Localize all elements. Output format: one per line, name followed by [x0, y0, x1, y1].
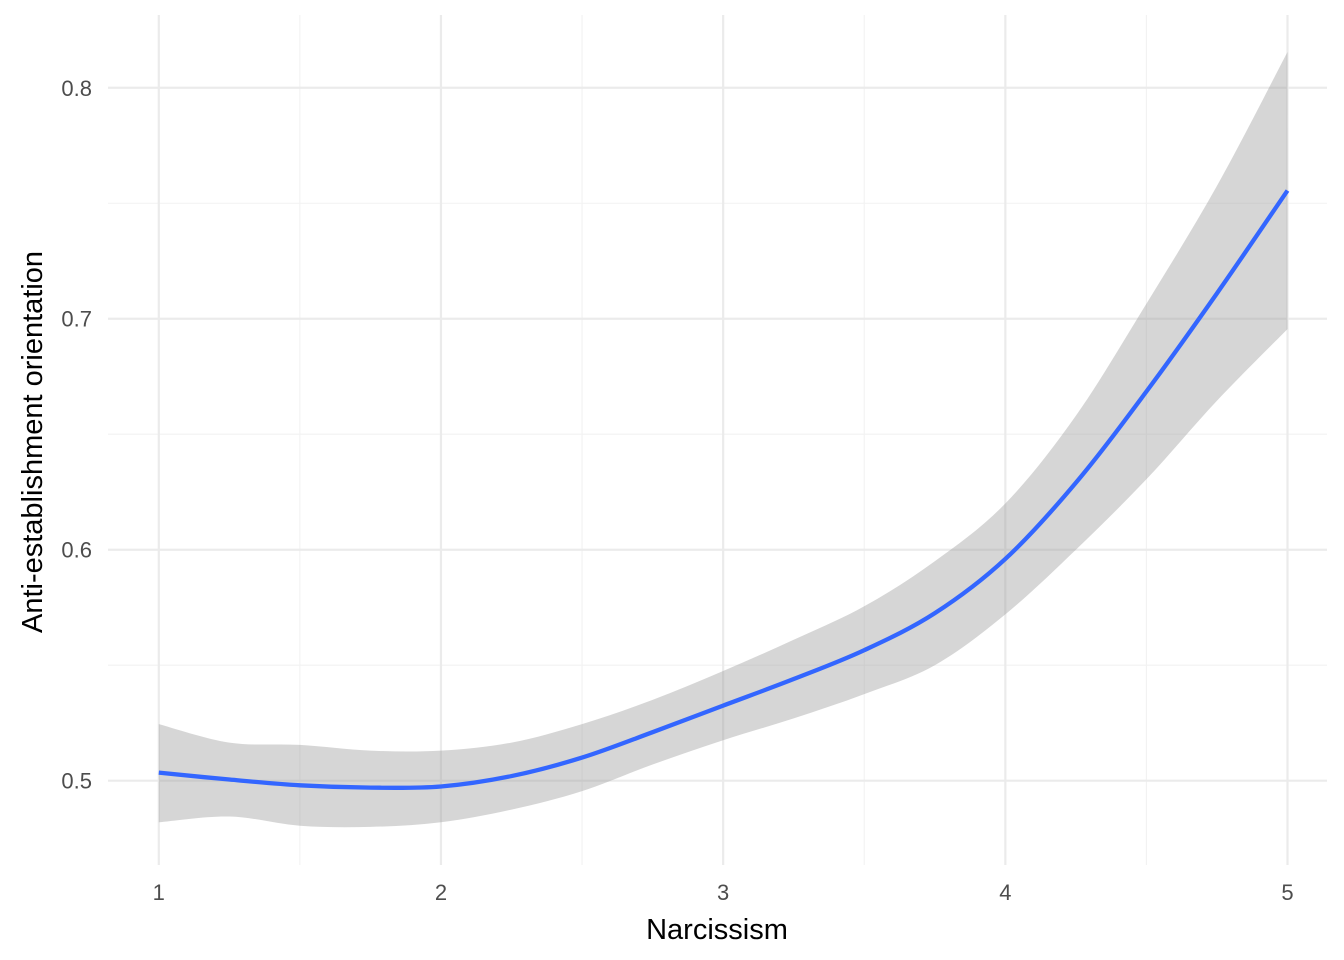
y-tick-label: 0.7 [61, 307, 92, 332]
y-tick-label: 0.6 [61, 538, 92, 563]
y-tick-label: 0.8 [61, 76, 92, 101]
x-tick-label: 5 [1281, 880, 1293, 905]
y-axis-tick-labels: 0.5 0.6 0.7 0.8 [61, 76, 92, 794]
y-tick-label: 0.5 [61, 769, 92, 794]
confidence-band [158, 51, 1288, 828]
minor-gridlines [108, 15, 1327, 865]
x-tick-label: 3 [717, 880, 729, 905]
y-axis-title: Anti-establishment orientation [17, 251, 49, 633]
x-tick-label: 2 [435, 880, 447, 905]
confidence-band-layer [158, 51, 1288, 828]
x-tick-label: 1 [153, 880, 165, 905]
smooth-trend-line [158, 189, 1290, 791]
trend-line-layer [158, 189, 1290, 791]
major-gridlines [108, 15, 1327, 865]
x-axis-tick-labels: 1 2 3 4 5 [153, 880, 1294, 905]
x-tick-label: 4 [999, 880, 1011, 905]
x-axis-title: Narcissism [646, 914, 788, 946]
